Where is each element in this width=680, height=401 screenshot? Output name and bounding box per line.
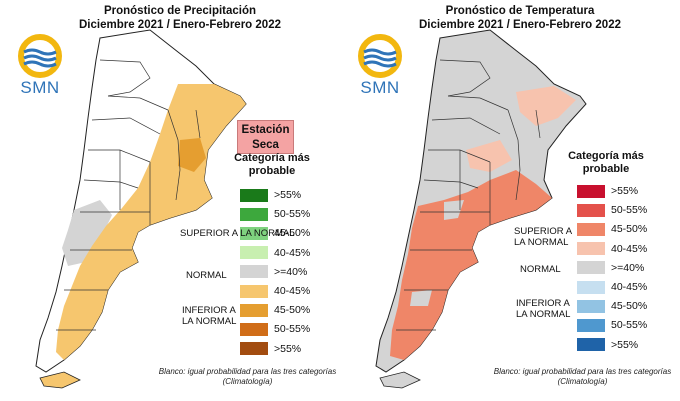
- precipitation-map: [35, 29, 247, 389]
- above-normal-region: [390, 170, 552, 360]
- legend-swatch: [577, 203, 605, 217]
- legend-item: >=40%: [240, 265, 307, 279]
- dry-season-badge: Estación Seca: [237, 120, 294, 154]
- legend-swatch: [577, 261, 605, 275]
- climatology-note: Blanco: igual probabilidad para las tres…: [158, 367, 337, 386]
- climatology-note: Blanco: igual probabilidad para las tres…: [493, 367, 672, 386]
- legend-item: 40-45%: [240, 284, 310, 298]
- legend-label: 40-45%: [611, 242, 648, 255]
- legend-label: 45-50%: [274, 227, 311, 240]
- legend-item: >=40%: [577, 261, 644, 275]
- smn-logo-text: SMN: [20, 78, 60, 97]
- legend-item: >55%: [240, 342, 301, 356]
- legend-label: 45-50%: [274, 304, 311, 317]
- legend-item: 50-55%: [577, 203, 647, 217]
- legend-swatch: [240, 188, 268, 202]
- legend-title: Categoría más probable: [234, 152, 310, 177]
- precipitation-panel: Pronóstico de Precipitación Diciembre 20…: [8, 5, 336, 389]
- smn-logo: SMN: [8, 34, 72, 100]
- legend-item: >55%: [577, 184, 638, 198]
- legend-swatch: [240, 265, 268, 279]
- legend-label: 40-45%: [611, 281, 648, 293]
- category-inferior: INFERIOR A LA NORMAL: [182, 305, 237, 327]
- temperature-panel: Pronóstico de Temperatura Diciembre 2021…: [340, 0, 680, 401]
- legend-item: 45-50%: [577, 299, 647, 313]
- legend-swatch: [240, 342, 268, 356]
- legend-item: >55%: [240, 188, 301, 202]
- legend-item: 45-50%: [240, 303, 310, 317]
- legend-swatch: [240, 303, 268, 317]
- precipitation-subtitle: Diciembre 2021 / Enero-Febrero 2022: [79, 19, 281, 31]
- legend-item: 40-45%: [240, 246, 310, 260]
- legend-label: 45-50%: [611, 223, 648, 236]
- temperature-subtitle: Diciembre 2021 / Enero-Febrero 2022: [419, 19, 621, 31]
- legend-swatch: [577, 242, 605, 256]
- legend-label: 40-45%: [274, 246, 311, 259]
- legend-title: Categoría más probable: [568, 150, 644, 175]
- legend-label: >=40%: [274, 265, 308, 278]
- legend-label: >55%: [274, 342, 302, 355]
- legend-item: >55%: [577, 338, 638, 352]
- category-inferior: INFERIOR A LA NORMAL: [516, 298, 571, 320]
- province-lines: [56, 59, 201, 331]
- legend-item: 50-55%: [240, 207, 310, 221]
- legend-item: 45-50%: [577, 222, 647, 236]
- temperature-map: [375, 29, 587, 389]
- precipitation-title: Pronóstico de Precipitación: [103, 5, 257, 17]
- legend-swatch: [577, 184, 605, 198]
- category-superior: SUPERIOR A LA NORMAL: [180, 228, 295, 239]
- smn-logo-text: SMN: [360, 78, 400, 97]
- legend-swatch: [240, 246, 268, 260]
- category-normal: NORMAL: [520, 264, 561, 275]
- legend-swatch: [240, 322, 268, 336]
- temperature-title: Pronóstico de Temperatura: [445, 5, 595, 17]
- province-lines: [396, 59, 541, 331]
- category-superior: SUPERIOR A LA NORMAL: [514, 226, 572, 248]
- legend-swatch: [577, 222, 605, 236]
- legend-swatch: [577, 338, 605, 352]
- legend-label: 40-45%: [274, 285, 311, 297]
- legend-item: 50-55%: [240, 322, 310, 336]
- legend-label: 50-55%: [274, 323, 311, 336]
- legend-item: 40-45%: [577, 280, 647, 294]
- smn-logo: SMN: [348, 34, 412, 100]
- legend-label: 50-55%: [274, 208, 311, 221]
- category-normal: NORMAL: [186, 270, 227, 281]
- legend-swatch: [577, 280, 605, 294]
- legend-swatch: [240, 226, 268, 240]
- legend-swatch: [240, 284, 268, 298]
- legend-label: >55%: [611, 338, 639, 351]
- legend-item: 45-50%: [240, 226, 310, 240]
- legend-swatch: [577, 318, 605, 332]
- legend-swatch: [240, 207, 268, 221]
- legend-item: 50-55%: [577, 318, 647, 332]
- legend-label: >=40%: [611, 261, 645, 274]
- legend-label: 50-55%: [611, 319, 648, 332]
- legend-label: >55%: [611, 185, 639, 197]
- legend-label: 50-55%: [611, 204, 648, 217]
- legend-label: >55%: [274, 189, 302, 201]
- legend-swatch: [577, 299, 605, 313]
- legend-item: 40-45%: [577, 242, 647, 256]
- legend-label: 45-50%: [611, 300, 648, 313]
